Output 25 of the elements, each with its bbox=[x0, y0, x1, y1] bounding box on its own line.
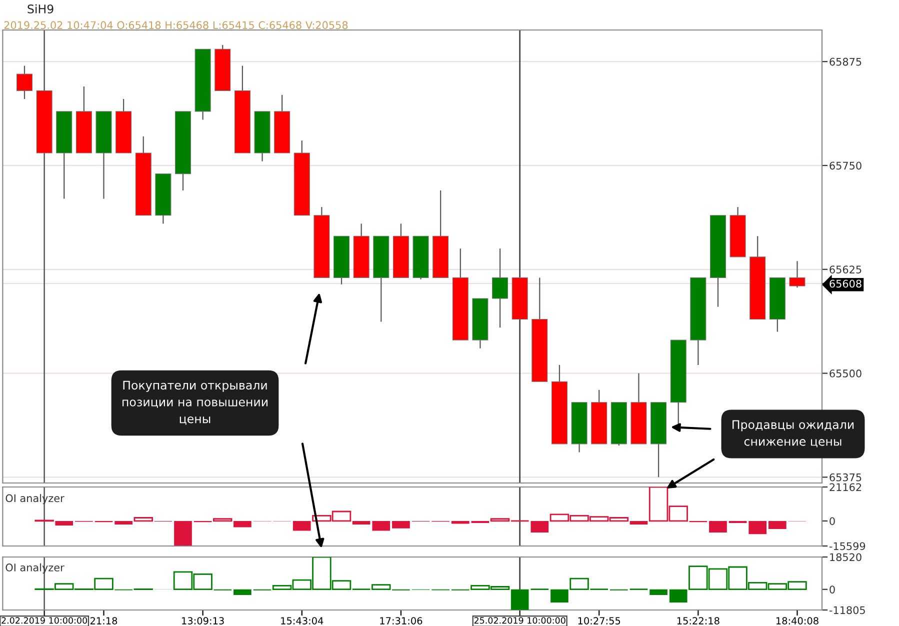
x-tick-label: 18:40:08 bbox=[776, 617, 818, 624]
y-tick-label: 0 bbox=[830, 586, 835, 594]
y-tick-label: 65500 bbox=[830, 370, 862, 378]
y-tick-label: 65750 bbox=[830, 162, 862, 170]
x-tick-label: 21:18 bbox=[90, 617, 118, 624]
y-tick-label: 18520 bbox=[830, 553, 862, 562]
y-tick-label: 65875 bbox=[830, 58, 862, 66]
chart-title: SiH9 bbox=[28, 4, 54, 14]
annotation: Продавцы ожидали снижение цены bbox=[732, 420, 854, 448]
x-tick-label: 15:43:04 bbox=[281, 617, 324, 624]
y-tick-label: 21162 bbox=[830, 483, 862, 492]
y-tick-label: 65625 bbox=[830, 266, 862, 274]
y-tick-label: 65375 bbox=[830, 473, 862, 482]
y-tick-label: 65608 bbox=[830, 280, 862, 288]
x-tick-label: 25.02.2019 10:00:00 bbox=[474, 617, 566, 624]
x-tick-label: 2.02.2019 10:00:00 bbox=[2, 617, 88, 624]
y-tick-label: -15599 bbox=[829, 542, 866, 550]
annotation: Покупатели открывали позиции на повышении цены bbox=[122, 380, 268, 425]
y-tick-label: -11805 bbox=[829, 606, 865, 614]
chart-subtitle: 2019.25.02 10:47:04 O:65418 H:65468 L:65415 C:65468 V:20558 bbox=[4, 21, 348, 30]
y-tick-label: 0 bbox=[830, 517, 835, 526]
x-tick-label: 15:22:18 bbox=[677, 617, 720, 624]
x-tick-label: 10:27:55 bbox=[578, 617, 620, 624]
x-tick-label: 17:31:06 bbox=[380, 617, 422, 624]
x-tick-label: 13:09:13 bbox=[182, 617, 224, 624]
